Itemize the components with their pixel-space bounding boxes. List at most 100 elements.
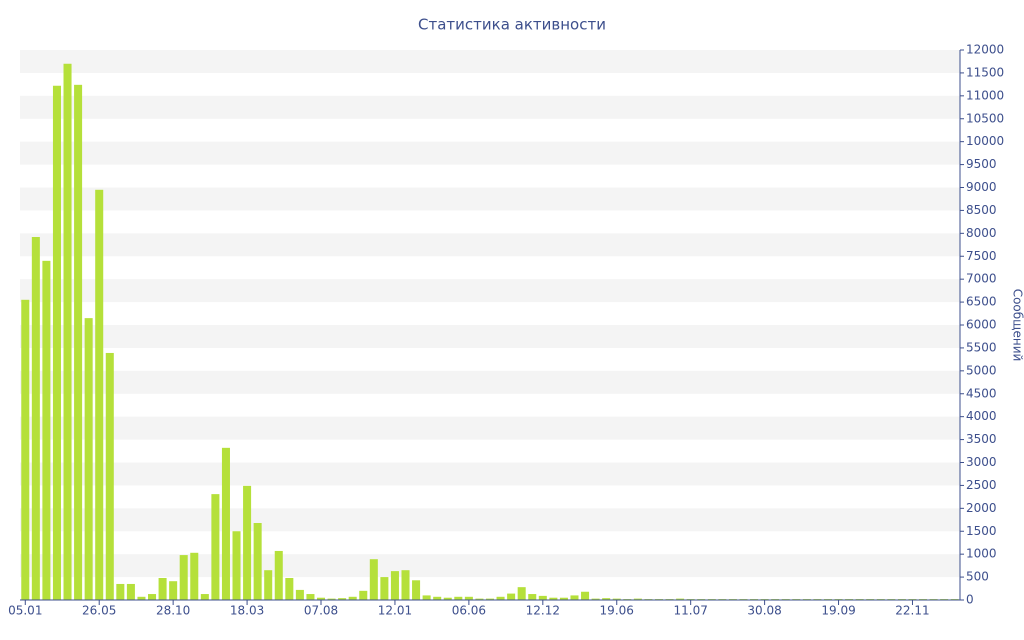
y-tick-label: 11000 [966,88,1004,102]
bar [559,597,568,600]
x-tick-label: 12.12 [526,604,560,618]
y-tick-label: 5000 [966,363,997,377]
bar [528,594,537,600]
y-tick-label: 2000 [966,501,997,515]
bar [52,85,61,600]
bar [105,352,114,600]
bar [95,189,104,600]
bar [158,578,167,600]
bar [148,594,157,600]
x-tick-label: 26.05 [82,604,116,618]
bar [285,578,294,600]
y-tick-label: 4000 [966,409,997,423]
x-tick-label: 22.11 [895,604,929,618]
y-tick-label: 11500 [966,65,1004,79]
y-tick-label: 6000 [966,318,997,332]
bar [348,596,357,600]
y-tick-label: 10500 [966,111,1004,125]
bar [243,485,252,600]
bar [338,598,347,600]
bar [274,550,283,600]
y-tick-label: 1000 [966,547,997,561]
grid-band [20,279,960,303]
y-tick-label: 1500 [966,524,997,538]
grid-band [20,370,960,394]
y-tick-label: 6500 [966,295,997,309]
bar [401,570,410,600]
bar [31,237,40,600]
bar [264,570,273,600]
grid-band [20,187,960,211]
bar [570,595,579,600]
bar [21,299,30,600]
bar [253,523,262,600]
bar [74,84,83,601]
y-tick-label: 9000 [966,180,997,194]
bar [390,571,399,600]
bar [433,596,442,600]
bar [496,596,505,600]
bar [380,577,389,600]
y-tick-label: 9500 [966,157,997,171]
bar [412,580,421,600]
bar [633,598,642,600]
y-tick-label: 5500 [966,340,997,354]
y-tick-label: 7500 [966,249,997,263]
y-tick-label: 12000 [966,43,1004,57]
chart-title: Статистика активности [418,16,606,34]
x-tick-label: 30.08 [747,604,781,618]
y-tick-label: 500 [966,570,989,584]
grid-band [20,325,960,348]
x-tick-label: 12.01 [378,604,412,618]
bar [306,594,315,600]
bar [327,598,336,600]
bar [316,597,326,600]
grid-band [20,462,960,486]
grid-band [20,141,960,165]
y-tick-label: 8000 [966,226,997,240]
bar [137,596,146,600]
x-tick-label: 28.10 [156,604,190,618]
y-tick-label: 2500 [966,478,997,492]
y-tick-label: 3500 [966,432,997,446]
y-axis-label: Сообщений [1011,289,1024,362]
y-tick-label: 4500 [966,386,997,400]
bar [475,598,484,600]
bar [507,593,516,600]
x-tick-label: 06.06 [452,604,486,618]
bar [517,587,526,600]
bar [422,595,431,600]
x-tick-label: 18.03 [230,604,264,618]
y-tick-label: 8500 [966,203,997,217]
x-tick-label: 19.09 [821,604,855,618]
bar [549,597,558,600]
bar [63,63,72,600]
bar [591,598,600,600]
bar [485,598,495,600]
bar [464,596,473,600]
x-tick-label: 19.06 [600,604,634,618]
grid-band [20,508,960,532]
bar [581,591,590,600]
bar [612,598,621,600]
bar [295,589,304,600]
bar [190,552,199,600]
bar [369,559,378,600]
y-tick-label: 0 [966,593,974,607]
grid-band [20,233,960,257]
bar [42,260,51,600]
grid-band [20,95,960,119]
bar [676,598,685,600]
x-tick-label: 05.01 [8,604,42,618]
bar [126,583,135,600]
bar [84,318,93,600]
grid-band [20,554,960,578]
bar [538,595,547,600]
bar [211,494,220,600]
grid-band [20,50,960,73]
bar [200,594,209,600]
x-tick-label: 07.08 [304,604,338,618]
bar [443,597,452,600]
x-tick-label: 11.07 [673,604,707,618]
